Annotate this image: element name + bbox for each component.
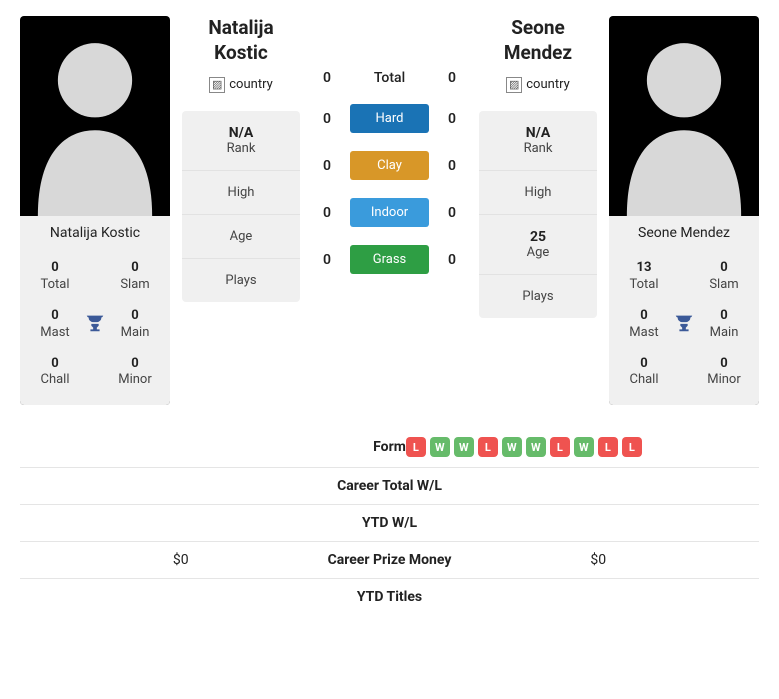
player-left-title-stats: 0Total 0Slam 0Mast 0Main 0Chall 0Minor	[20, 250, 170, 405]
stat-chall: 0Chall	[40, 356, 69, 390]
form-win-badge[interactable]: W	[454, 437, 474, 457]
stat-mast: 0Mast	[40, 308, 69, 342]
plays-row: Plays	[182, 259, 300, 302]
stat-minor: 0Minor	[707, 356, 741, 390]
age-row: 25Age	[479, 215, 597, 275]
player-right-name[interactable]: Seone Mendez	[479, 16, 597, 65]
stat-mast: 0Mast	[629, 308, 658, 342]
stat-slam: 0Slam	[709, 260, 738, 294]
player-left-photo-name: Natalija Kostic	[20, 216, 170, 250]
flag-alt-text: country	[526, 77, 570, 92]
stat-minor: 0Minor	[118, 356, 152, 390]
surface-hard-pill[interactable]: Hard	[350, 104, 429, 133]
row-prize: $0 Career Prize Money $0	[20, 542, 759, 579]
h2h-hard-row: 0 Hard 0	[312, 104, 467, 133]
stat-total: 13Total	[629, 260, 658, 294]
row-career-wl: Career Total W/L	[20, 468, 759, 505]
row-form-label: Form	[373, 439, 406, 455]
broken-image-icon: ▨	[209, 77, 225, 93]
form-loss-badge[interactable]: L	[622, 437, 642, 457]
high-row: High	[479, 171, 597, 215]
h2h-top-grid: Natalija Kostic 0Total 0Slam 0Mast 0Main…	[20, 16, 759, 405]
player-left-name[interactable]: Natalija Kostic	[182, 16, 300, 65]
form-win-badge[interactable]: W	[574, 437, 594, 457]
stat-total: 0Total	[40, 260, 69, 294]
row-ytd-titles: YTD Titles	[20, 579, 759, 615]
h2h-total-label: Total	[350, 70, 429, 86]
player-right-photo-card: Seone Mendez 13Total 0Slam 0Mast 0Main 0…	[609, 16, 759, 405]
form-win-badge[interactable]: W	[526, 437, 546, 457]
player-right-photo-name: Seone Mendez	[609, 216, 759, 250]
row-ytd-wl: YTD W/L	[20, 505, 759, 542]
form-loss-badge[interactable]: L	[478, 437, 498, 457]
stat-main: 0Main	[710, 308, 739, 342]
comparison-table: Form LWWLWWLWLL Career Total W/L YTD W/L…	[20, 427, 759, 615]
player-left-col: Natalija Kostic ▨ country N/ARank High A…	[182, 16, 300, 302]
form-loss-badge[interactable]: L	[598, 437, 618, 457]
player-right-ranks: N/ARank High 25Age Plays	[479, 111, 597, 318]
rank-row: N/ARank	[479, 111, 597, 171]
player-left-ranks: N/ARank High Age Plays	[182, 111, 300, 302]
stat-chall: 0Chall	[629, 356, 658, 390]
h2h-grass-row: 0 Grass 0	[312, 245, 467, 274]
h2h-column: 0 Total 0 0 Hard 0 0 Clay 0 0 Indoor 0 0…	[312, 16, 467, 274]
flag-alt-text: country	[229, 77, 273, 92]
surface-indoor-pill[interactable]: Indoor	[350, 198, 429, 227]
stat-slam: 0Slam	[120, 260, 149, 294]
form-win-badge[interactable]: W	[502, 437, 522, 457]
form-loss-badge[interactable]: L	[550, 437, 570, 457]
player-left-flag: ▨ country	[209, 77, 273, 93]
plays-row: Plays	[479, 275, 597, 318]
trophy-icon	[84, 312, 106, 338]
form-right-badges: LWWLWWLWLL	[406, 437, 745, 457]
high-row: High	[182, 171, 300, 215]
player-right-flag: ▨ country	[506, 77, 570, 93]
h2h-clay-row: 0 Clay 0	[312, 151, 467, 180]
trophy-icon	[673, 312, 695, 338]
surface-grass-pill[interactable]: Grass	[350, 245, 429, 274]
stat-main: 0Main	[121, 308, 150, 342]
h2h-total-row: 0 Total 0	[312, 70, 467, 86]
player-right-silhouette	[609, 16, 759, 216]
h2h-indoor-row: 0 Indoor 0	[312, 198, 467, 227]
broken-image-icon: ▨	[506, 77, 522, 93]
form-win-badge[interactable]: W	[430, 437, 450, 457]
rank-row: N/ARank	[182, 111, 300, 171]
person-silhouette-icon	[609, 16, 759, 216]
form-loss-badge[interactable]: L	[406, 437, 426, 457]
person-silhouette-icon	[20, 16, 170, 216]
row-form: Form LWWLWWLWLL	[20, 427, 759, 468]
player-left-silhouette	[20, 16, 170, 216]
age-row: Age	[182, 215, 300, 259]
player-left-photo-card: Natalija Kostic 0Total 0Slam 0Mast 0Main…	[20, 16, 170, 405]
player-right-col: Seone Mendez ▨ country N/ARank High 25Ag…	[479, 16, 597, 318]
surface-clay-pill[interactable]: Clay	[350, 151, 429, 180]
player-right-title-stats: 13Total 0Slam 0Mast 0Main 0Chall 0Minor	[609, 250, 759, 405]
